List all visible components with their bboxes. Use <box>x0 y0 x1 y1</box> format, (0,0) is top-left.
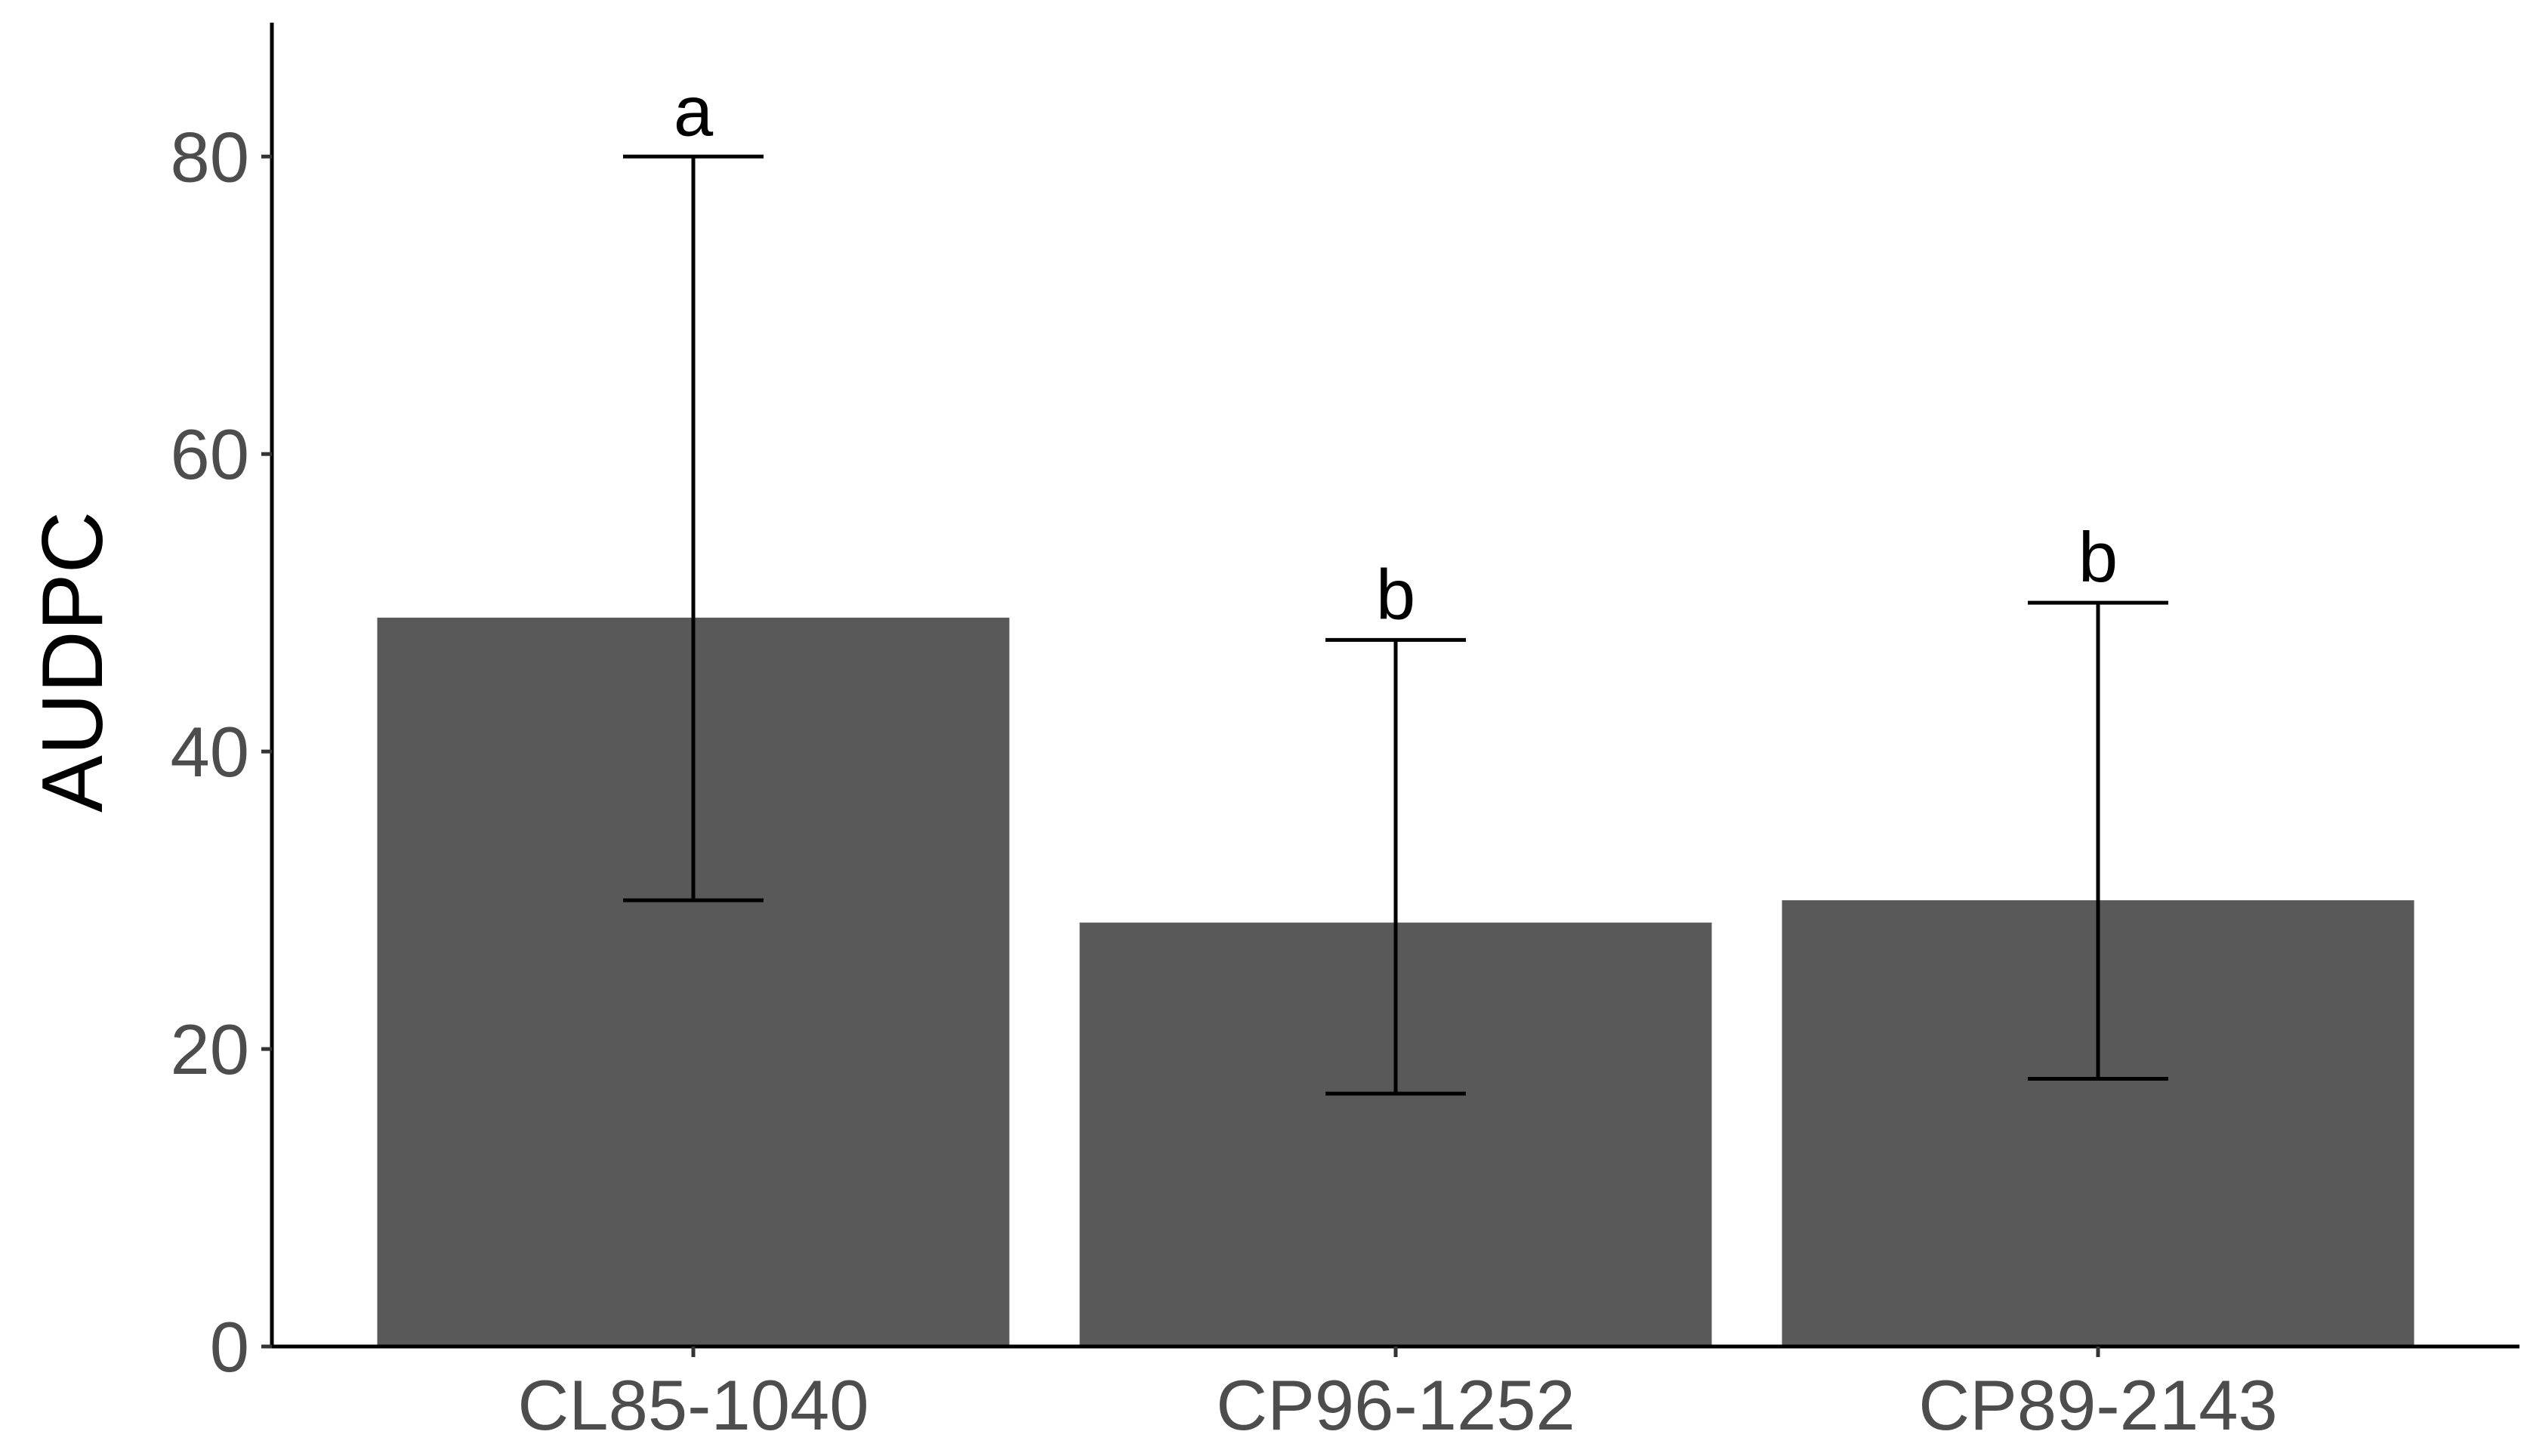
significance-letter: b <box>1376 554 1415 634</box>
x-tick-label: CP89-2143 <box>1918 1365 2278 1445</box>
x-tick-label: CP96-1252 <box>1216 1365 1575 1445</box>
y-tick-label: 80 <box>170 117 249 196</box>
error-bar-cp96-1252 <box>1325 637 1466 1096</box>
y-tick-label: 40 <box>170 712 249 791</box>
error-bars-layer <box>623 154 2168 1096</box>
significance-letter: b <box>2078 517 2118 597</box>
significance-letter: a <box>674 71 714 150</box>
significance-letters: a b b <box>674 71 2118 634</box>
y-tick-label: 60 <box>170 415 249 494</box>
error-bar-cl85-1040 <box>623 154 764 902</box>
x-tick-label: CL85-1040 <box>517 1365 869 1445</box>
x-ticks: CL85-1040 CP96-1252 CP89-2143 <box>517 1346 2278 1445</box>
error-bar-cp89-2143 <box>2028 600 2168 1081</box>
y-ticks: 0 20 40 60 80 <box>170 117 272 1387</box>
y-tick-label: 0 <box>210 1307 249 1387</box>
y-axis-title: AUDPC <box>25 511 121 813</box>
y-tick-label: 20 <box>170 1010 249 1089</box>
